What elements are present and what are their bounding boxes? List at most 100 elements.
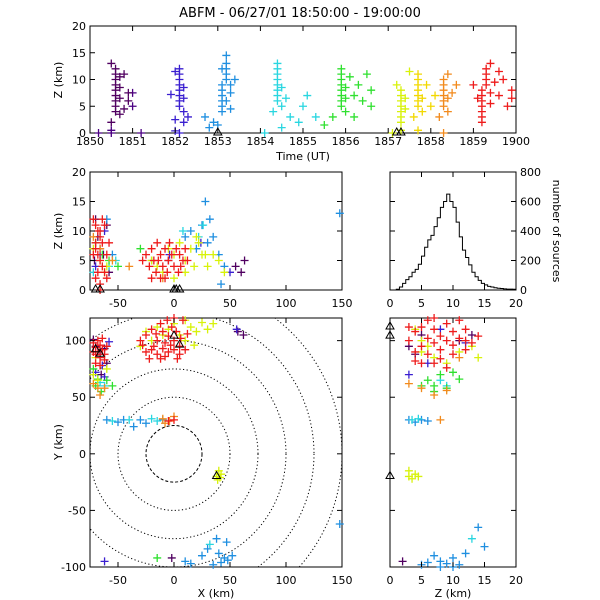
x-tick-label: -50 bbox=[109, 574, 127, 587]
time-height-point bbox=[418, 107, 427, 116]
range-ring bbox=[117, 396, 231, 511]
z-north-point bbox=[449, 341, 457, 350]
x-height-point bbox=[98, 238, 107, 247]
time-height-point bbox=[367, 86, 376, 95]
x-tick-label: 20 bbox=[509, 574, 523, 587]
x-height-point bbox=[108, 256, 117, 265]
time-height-point bbox=[507, 94, 516, 103]
plan-view-point bbox=[167, 323, 176, 332]
z-north-point bbox=[436, 370, 445, 379]
time-height-point bbox=[209, 118, 218, 127]
z-north-point bbox=[423, 334, 432, 343]
plan-view-point bbox=[212, 534, 221, 543]
x-height-point bbox=[335, 209, 344, 218]
time-height-point bbox=[341, 94, 350, 103]
z-north-point bbox=[430, 551, 439, 560]
plan-view-point bbox=[138, 341, 147, 350]
plan-view-point bbox=[89, 379, 98, 388]
z-north-point bbox=[449, 368, 457, 377]
plan-view-point bbox=[102, 364, 111, 373]
station-marker bbox=[212, 126, 223, 136]
time-height-point bbox=[486, 59, 495, 68]
x-height-point bbox=[147, 244, 156, 253]
z-north-point bbox=[430, 390, 439, 399]
x-tick-label: 1856 bbox=[332, 135, 360, 148]
y-tick-label: 20 bbox=[72, 20, 86, 33]
plan-view-point bbox=[147, 325, 156, 334]
x-tick-label: 0 bbox=[387, 574, 394, 587]
time-height-point bbox=[120, 104, 129, 113]
x-tick-label: 1855 bbox=[289, 135, 317, 148]
time-height-point bbox=[401, 104, 410, 113]
time-height-point bbox=[320, 120, 329, 129]
x-height-point bbox=[138, 256, 147, 265]
z-north-point bbox=[461, 549, 470, 558]
z-north-point bbox=[461, 336, 470, 345]
time-height-point bbox=[226, 104, 235, 113]
time-height-point bbox=[388, 129, 397, 137]
x-height-point bbox=[89, 215, 98, 224]
plan-view-point bbox=[181, 557, 190, 566]
x-height-point bbox=[98, 262, 107, 271]
x-height-point bbox=[203, 262, 212, 271]
z-north-point bbox=[417, 342, 426, 351]
time-height-point bbox=[443, 107, 452, 116]
x-height-point bbox=[102, 250, 111, 259]
plan-view-point bbox=[228, 551, 237, 560]
plan-view-point bbox=[223, 556, 232, 565]
plan-view-point bbox=[108, 416, 117, 425]
x-tick-label: 1850 bbox=[76, 135, 104, 148]
z-axis-label: Z (km) bbox=[52, 62, 65, 99]
plan-view-point bbox=[163, 316, 172, 325]
z-north-point bbox=[404, 472, 413, 481]
y-tick-label: 20 bbox=[72, 166, 86, 179]
z-north-point bbox=[449, 327, 457, 336]
z-north-point bbox=[449, 553, 457, 562]
time-height-point bbox=[222, 96, 231, 105]
z-north-point bbox=[455, 334, 464, 343]
z-north-point bbox=[436, 332, 445, 341]
time-height-point bbox=[269, 107, 278, 116]
x-height-point bbox=[100, 221, 109, 230]
plan-view-point bbox=[161, 352, 170, 361]
z-north-point bbox=[461, 345, 470, 354]
time-height-point bbox=[277, 123, 286, 132]
plan-view-point bbox=[152, 329, 161, 338]
x-height-point bbox=[183, 256, 192, 265]
time-height-point bbox=[392, 80, 401, 89]
time-height-point bbox=[273, 59, 282, 68]
time-height-point bbox=[222, 51, 231, 60]
y-tick-label: 200 bbox=[520, 255, 541, 268]
time-height-point bbox=[124, 96, 133, 105]
z-north-point bbox=[423, 416, 432, 425]
time-height-point bbox=[490, 78, 499, 87]
time-height-point bbox=[443, 70, 452, 79]
station-marker bbox=[95, 348, 105, 357]
x-height-point bbox=[201, 250, 210, 259]
time-height-point bbox=[341, 83, 350, 92]
plan-view-point bbox=[93, 336, 102, 345]
time-height-point bbox=[183, 112, 192, 121]
time-height-point bbox=[179, 118, 188, 127]
time-height-point bbox=[175, 129, 184, 137]
x-tick-label: 1854 bbox=[246, 135, 274, 148]
z-north-point bbox=[414, 414, 423, 423]
y-tick-label: 600 bbox=[520, 196, 541, 209]
x-height-point bbox=[145, 262, 154, 271]
station-marker bbox=[385, 330, 395, 339]
time-height-point bbox=[166, 90, 175, 99]
time-height-point bbox=[179, 107, 188, 116]
time-height-point bbox=[230, 75, 239, 84]
y-tick-label: 0 bbox=[79, 448, 86, 461]
x-height-point bbox=[240, 256, 249, 265]
x-tick-label: 100 bbox=[276, 574, 297, 587]
time-height-point bbox=[503, 102, 512, 111]
plan-view-point bbox=[175, 342, 184, 351]
time-height-point bbox=[311, 112, 320, 121]
x-tick-label: 0 bbox=[387, 297, 394, 310]
time-height-point bbox=[222, 59, 231, 68]
plan-view-point bbox=[190, 341, 199, 350]
x-height-point bbox=[167, 250, 176, 259]
plan-view-point bbox=[209, 319, 218, 328]
